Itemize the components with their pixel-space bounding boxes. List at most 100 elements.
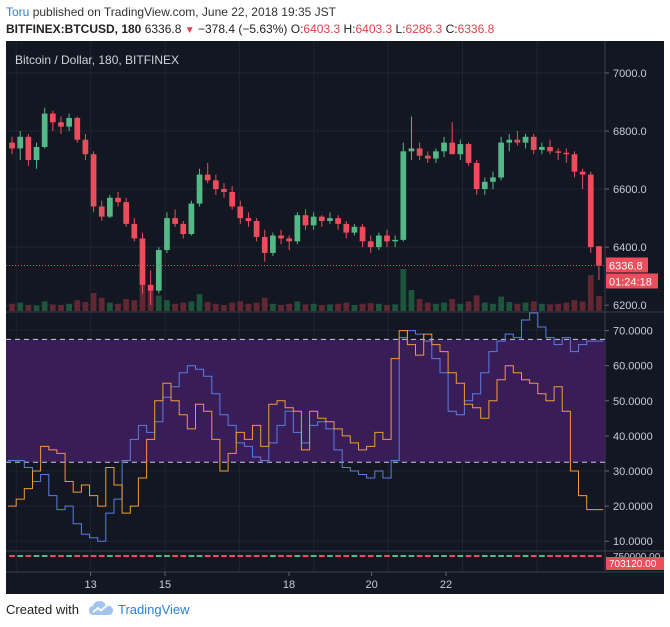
volume-bar xyxy=(498,296,504,311)
candle-body xyxy=(294,215,301,242)
volume-bar xyxy=(310,303,317,311)
candle-body xyxy=(196,174,203,204)
chart-area[interactable]: 7000.0 6800.0 6600.0 6400.0 6200.0 6336.8 01:2… xyxy=(6,41,664,594)
last-price-box xyxy=(606,257,648,273)
low-label: L: xyxy=(395,22,406,36)
volume-bar xyxy=(441,302,447,311)
bottom-pane-bar xyxy=(367,555,374,557)
bottom-pane-bar xyxy=(131,555,138,557)
bottom-pane-bar xyxy=(571,555,578,557)
bottom-pane-bar xyxy=(9,555,15,557)
volume-bar xyxy=(139,278,146,311)
bottom-pane-bar xyxy=(212,555,219,557)
candle-body xyxy=(164,218,170,251)
candle-body xyxy=(376,235,382,248)
bottom-pane-bar xyxy=(547,555,553,557)
candle-body xyxy=(270,235,276,253)
bottom-pane-bar xyxy=(270,555,276,557)
volume-bar xyxy=(33,305,40,311)
bottom-pane-bar xyxy=(384,555,390,557)
candle-body xyxy=(449,142,456,155)
bottom-pane-bar xyxy=(41,555,48,557)
time-tick-label: 13 xyxy=(85,579,97,591)
volume-bar xyxy=(155,295,162,311)
bottom-pane-bar xyxy=(17,555,24,557)
volume-bar xyxy=(115,303,121,311)
volume-bar xyxy=(408,290,415,311)
bottom-pane-bar xyxy=(74,555,81,557)
down-arrow-icon: ▼ xyxy=(184,25,195,36)
candle-body xyxy=(172,218,178,224)
time-tick-label: 22 xyxy=(440,579,452,591)
rsi-series-1 xyxy=(8,330,603,514)
volume-bar xyxy=(164,300,170,311)
volume-bar xyxy=(58,305,64,311)
bottom-pane-bar xyxy=(376,555,382,557)
bottom-pane-bar xyxy=(82,555,89,557)
volume-bar xyxy=(82,302,89,311)
author-link[interactable]: Toru xyxy=(6,5,30,19)
bottom-pane-bar xyxy=(58,555,64,557)
volume-bar xyxy=(539,303,545,311)
candle-body xyxy=(139,238,146,285)
price-tick-label: 6600.0 xyxy=(613,184,647,196)
tradingview-link[interactable]: TradingView xyxy=(118,602,190,617)
rsi-series-0 xyxy=(8,312,603,542)
candle-body xyxy=(498,142,504,178)
volume-bar xyxy=(302,304,309,311)
chart-title: Bitcoin / Dollar, 180, BITFINEX xyxy=(15,53,179,67)
candle-body xyxy=(416,148,423,156)
symbol-name: BITFINEX:BTCUSD, 180 xyxy=(6,22,142,36)
volume-bar xyxy=(294,301,301,311)
bottom-pane-bar xyxy=(49,555,56,557)
volume-bar xyxy=(49,304,56,311)
volume-bar xyxy=(9,303,15,311)
volume-bar xyxy=(123,299,130,311)
volume-bar xyxy=(17,302,24,311)
price-tick-label: 6800.0 xyxy=(613,126,647,138)
bottom-last-label: 703120.00 xyxy=(609,559,657,570)
bottom-pane-bar xyxy=(196,555,203,557)
candle-body xyxy=(367,241,374,248)
volume-bar xyxy=(530,301,537,311)
bottom-pane-bar xyxy=(66,555,72,557)
bottom-pane-bar xyxy=(327,555,333,557)
open-label: O: xyxy=(290,22,304,36)
volume-bar xyxy=(449,299,456,311)
candle-body xyxy=(17,136,24,149)
bottom-pane-bar xyxy=(490,555,496,557)
candle-body xyxy=(547,146,553,152)
countdown-box xyxy=(606,273,658,289)
volume-bar xyxy=(416,299,423,311)
candle-body xyxy=(278,235,284,239)
volume-bar xyxy=(490,303,496,311)
chart-svg[interactable]: 7000.0 6800.0 6600.0 6400.0 6200.0 6336.8 01:2… xyxy=(6,41,664,594)
bottom-pane-bar xyxy=(286,555,293,557)
rsi-band xyxy=(6,339,605,463)
candle-body xyxy=(408,148,415,152)
candle-body xyxy=(131,223,138,239)
bottom-pane-bar xyxy=(587,555,594,557)
volume-bar xyxy=(400,269,407,311)
bottom-pane-bar xyxy=(253,555,260,557)
candle-body xyxy=(33,146,40,161)
volume-bar xyxy=(384,305,390,311)
candle-body xyxy=(107,197,113,217)
volume-bar xyxy=(25,305,32,311)
bottom-last-box xyxy=(606,557,664,570)
price-tick-label: 6400.0 xyxy=(613,242,647,254)
candle-body xyxy=(82,139,89,155)
bottom-pane-bar xyxy=(318,555,325,557)
bottom-pane-bar xyxy=(139,555,146,557)
bottom-pane-bar xyxy=(180,555,187,557)
bottom-pane-bar xyxy=(115,555,121,557)
publish-info: published on TradingView.com, June 22, 2… xyxy=(32,5,337,19)
bottom-pane-bar xyxy=(294,555,301,557)
rsi-tick-label: 10.0000 xyxy=(613,536,653,548)
candle-body xyxy=(188,203,195,235)
rsi-tick-label: 40.0000 xyxy=(613,431,653,443)
volume-bar xyxy=(131,300,138,311)
volume-bar xyxy=(343,302,350,311)
volume-bar xyxy=(473,295,480,311)
candle-body xyxy=(465,144,472,163)
